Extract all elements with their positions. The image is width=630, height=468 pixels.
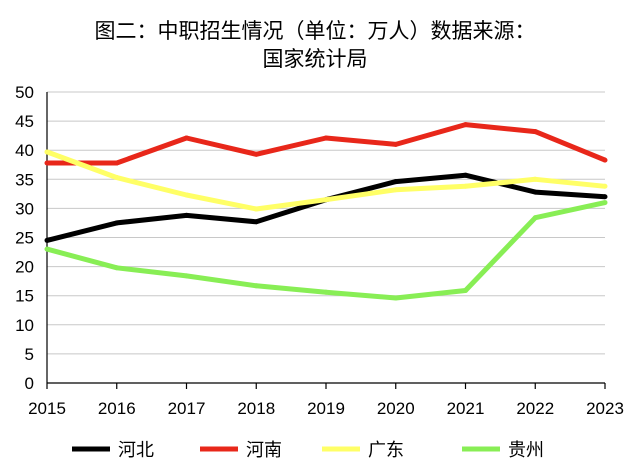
x-tick-label-2016: 2016 (98, 399, 136, 418)
data-point-广东-2018 (253, 206, 259, 212)
data-point-贵州-2020 (393, 295, 399, 301)
x-tick-label-2015: 2015 (28, 399, 66, 418)
series-贵州 (44, 200, 608, 301)
y-tick-label-5: 5 (25, 345, 34, 364)
legend-label-河南: 河南 (246, 440, 282, 460)
data-point-贵州-2022 (532, 215, 538, 221)
data-point-广东-2020 (393, 187, 399, 193)
data-point-河南-2017 (184, 135, 189, 141)
data-point-河北-2023 (602, 194, 608, 200)
data-point-河南-2021 (463, 122, 468, 128)
data-point-广东-2023 (602, 183, 608, 189)
y-tick-label-35: 35 (15, 170, 34, 189)
x-tick-label-2018: 2018 (237, 399, 275, 418)
y-tick-label-50: 50 (15, 83, 34, 102)
data-point-广东-2022 (532, 176, 538, 182)
legend-item-河北: 河北 (72, 440, 154, 460)
data-point-贵州-2015 (44, 246, 50, 252)
x-tick-label-2017: 2017 (168, 399, 206, 418)
series-line-贵州 (46, 200, 606, 301)
data-point-贵州-2017 (184, 273, 189, 279)
y-tick-label-20: 20 (15, 258, 34, 277)
chart-title-line-1: 图二：中职招生情况（单位：万人）数据来源： (94, 19, 536, 43)
data-point-广东-2015 (44, 149, 50, 155)
x-tick-label-2019: 2019 (307, 399, 345, 418)
data-point-广东-2017 (184, 192, 189, 198)
legend-item-贵州: 贵州 (462, 440, 544, 460)
legend-item-广东: 广东 (322, 440, 404, 460)
data-point-广东-2019 (323, 197, 329, 203)
data-point-河北-2020 (393, 179, 399, 185)
data-point-河北-2018 (253, 219, 259, 225)
data-point-河南-2020 (393, 141, 399, 147)
legend-label-广东: 广东 (368, 440, 404, 460)
data-point-广东-2016 (114, 175, 120, 181)
axes: 0 5 10 15 20 25 30 35 40 45 50 2015 2016 2017 2018 2019… (15, 83, 624, 418)
data-point-河北-2016 (114, 220, 120, 226)
y-tick-label-0: 0 (25, 374, 34, 393)
data-point-河南-2015 (44, 160, 50, 166)
data-point-河北-2021 (463, 172, 468, 178)
y-tick-label-40: 40 (15, 141, 34, 160)
series-河南 (44, 122, 608, 166)
data-point-河南-2019 (323, 135, 329, 141)
legend-label-贵州: 贵州 (508, 440, 544, 460)
data-point-广东-2021 (463, 183, 468, 189)
y-tick-label-25: 25 (15, 229, 34, 248)
data-point-贵州-2016 (114, 265, 120, 271)
series-line-河南 (47, 122, 606, 166)
data-point-河北-2022 (532, 189, 538, 195)
data-point-贵州-2018 (253, 283, 259, 289)
data-point-河南-2016 (114, 160, 120, 166)
data-point-贵州-2019 (323, 289, 329, 295)
y-tick-label-10: 10 (15, 316, 34, 335)
series-lines (44, 122, 608, 301)
data-point-河北-2015 (44, 237, 50, 243)
y-tick-label-30: 30 (15, 199, 34, 218)
chart-title-line-2: 国家统计局 (262, 47, 368, 71)
data-point-河南-2018 (253, 151, 259, 157)
data-point-河南-2023 (602, 157, 608, 163)
series-广东 (44, 149, 608, 212)
legend-label-河北: 河北 (118, 440, 154, 460)
data-point-贵州-2021 (463, 287, 468, 293)
x-tick-label-2021: 2021 (447, 399, 485, 418)
y-tick-label-15: 15 (15, 287, 34, 306)
data-point-河北-2017 (184, 212, 189, 218)
data-point-贵州-2023 (602, 200, 608, 206)
x-tick-label-2023: 2023 (586, 399, 624, 418)
legend-item-河南: 河南 (200, 440, 282, 460)
legend: 河北 河南 广东 贵州 (72, 440, 544, 460)
data-point-河南-2022 (532, 129, 538, 135)
x-tick-label-2022: 2022 (516, 399, 554, 418)
x-tick-label-2020: 2020 (377, 399, 415, 418)
y-tick-label-45: 45 (15, 112, 34, 131)
